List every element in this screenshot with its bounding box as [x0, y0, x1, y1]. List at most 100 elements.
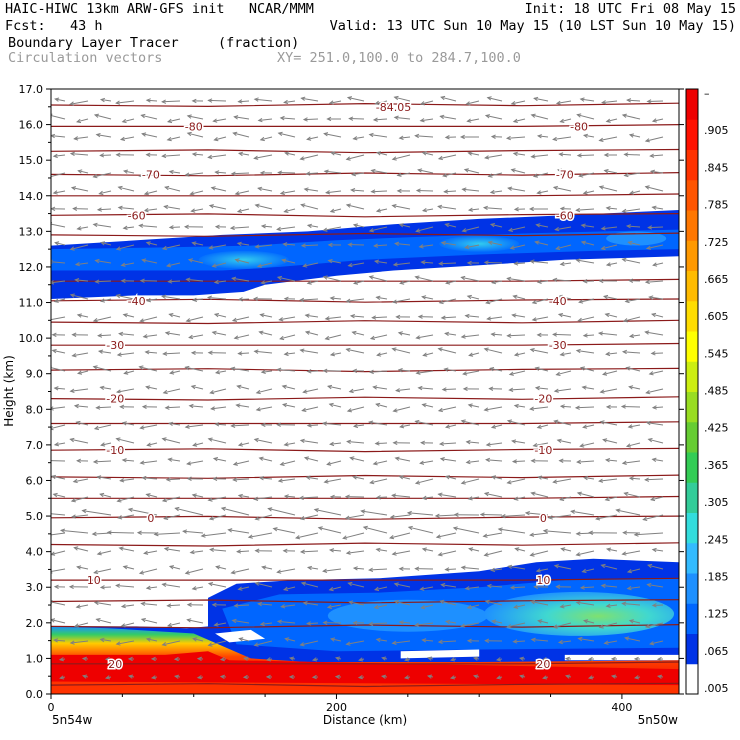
vector-arrowhead [375, 208, 382, 213]
vector-arrow [97, 550, 112, 555]
vector-arrowhead [595, 516, 601, 521]
vector-arrow [259, 457, 273, 462]
vector-arrow [70, 100, 89, 105]
vector-arrowhead [207, 437, 213, 442]
vector-arrow [93, 223, 112, 228]
vector-arrowhead [52, 190, 58, 195]
vector-arrow [307, 622, 319, 625]
colorbar-segment [686, 270, 698, 302]
vector-arrowhead [370, 168, 376, 174]
vector-arrowhead [328, 100, 334, 105]
vector-arrow [648, 438, 664, 444]
vector-arrow [260, 136, 273, 141]
vector-arrowhead [267, 507, 273, 512]
vector-arrow [441, 316, 457, 319]
vector-arrowhead [389, 514, 395, 520]
vector-arrow [530, 260, 549, 264]
vector-arrowhead [257, 117, 263, 123]
vector-arrowhead [77, 169, 83, 174]
vector-arrowhead [145, 152, 151, 157]
vector-arrow [510, 244, 526, 249]
vector-arrow [210, 388, 227, 394]
vector-arrow [169, 565, 181, 570]
vector-arrowhead [116, 352, 122, 357]
vector-arrowhead [207, 642, 213, 647]
vector-arrow [54, 639, 66, 642]
vector-arrowhead [214, 224, 220, 230]
vector-arrowhead [208, 245, 214, 250]
vector-arrow [561, 548, 572, 552]
vector-arrow [651, 313, 664, 318]
vector-arrowhead [51, 280, 55, 285]
vector-arrow [345, 514, 365, 519]
vector-arrowhead [188, 403, 194, 409]
vector-arrow [392, 205, 411, 210]
vector-arrow [330, 638, 342, 642]
vector-arrow [284, 100, 296, 103]
vector-arrow [167, 118, 181, 123]
vector-arrow [238, 442, 250, 446]
vector-arrowhead [461, 228, 467, 233]
vector-arrow [397, 172, 411, 176]
vector-arrowhead [73, 403, 79, 409]
vector-arrowhead [328, 402, 334, 408]
vector-arrow [420, 586, 434, 590]
vector-arrowhead [168, 421, 174, 427]
vector-arrowhead [164, 331, 170, 336]
y-tick-label: 0.0 [26, 688, 44, 701]
vector-arrow [284, 352, 296, 355]
vector-arrowhead [628, 476, 634, 481]
vector-arrowhead [326, 461, 332, 466]
vector-arrow [147, 442, 158, 446]
vector-arrowhead [628, 278, 634, 283]
vector-arrowhead [528, 206, 534, 212]
vector-arrow [531, 114, 549, 120]
vector-arrowhead [449, 657, 456, 662]
vector-arrowhead [437, 155, 444, 161]
vector-arrowhead [237, 442, 244, 447]
vector-arrow [583, 334, 595, 337]
contour-line [51, 599, 679, 604]
vector-arrow [461, 334, 480, 338]
vector-arrow [486, 459, 503, 462]
vector-arrowhead [234, 191, 240, 196]
vector-arrow [420, 118, 434, 122]
vector-arrowhead [115, 437, 121, 442]
vector-arrowhead [238, 637, 244, 642]
vector-arrow [346, 298, 365, 302]
vector-arrowhead [161, 498, 168, 503]
colorbar-segment [686, 482, 698, 513]
header-line1-right: Init: 18 UTC Fri 08 May 15 [524, 1, 736, 17]
contour-line [51, 577, 679, 581]
vector-arrowhead [648, 295, 654, 300]
vector-arrow [61, 529, 89, 534]
vector-arrow [256, 388, 273, 394]
vector-arrow [164, 548, 181, 552]
vector-arrow [603, 439, 618, 444]
vector-arrowhead [530, 154, 536, 159]
vector-arrow [51, 367, 66, 372]
vector-arrow [208, 99, 227, 102]
vector-arrow [507, 136, 526, 139]
vector-arrow [419, 244, 434, 248]
vector-arrow [575, 406, 595, 409]
vector-arrow [233, 478, 250, 481]
vector-arrowhead [237, 351, 243, 356]
vector-arrow [513, 640, 526, 643]
vector-arrow [559, 153, 572, 156]
vector-arrowhead [76, 313, 82, 318]
vector-arrowhead [190, 208, 196, 213]
vector-arrow [82, 510, 112, 516]
vector-arrowhead [421, 495, 427, 501]
vector-arrowhead [623, 152, 629, 157]
vector-arrowhead [281, 384, 287, 389]
vector-arrowhead [279, 461, 285, 466]
vector-arrowhead [460, 623, 466, 628]
vector-arrowhead [623, 172, 629, 178]
vector-arrowhead [302, 117, 308, 122]
vector-arrow [353, 224, 365, 228]
vector-arrowhead [283, 351, 289, 357]
vector-arrowhead [621, 113, 627, 118]
y-tick-label: 10.0 [19, 332, 44, 345]
vector-arrowhead [393, 95, 399, 101]
